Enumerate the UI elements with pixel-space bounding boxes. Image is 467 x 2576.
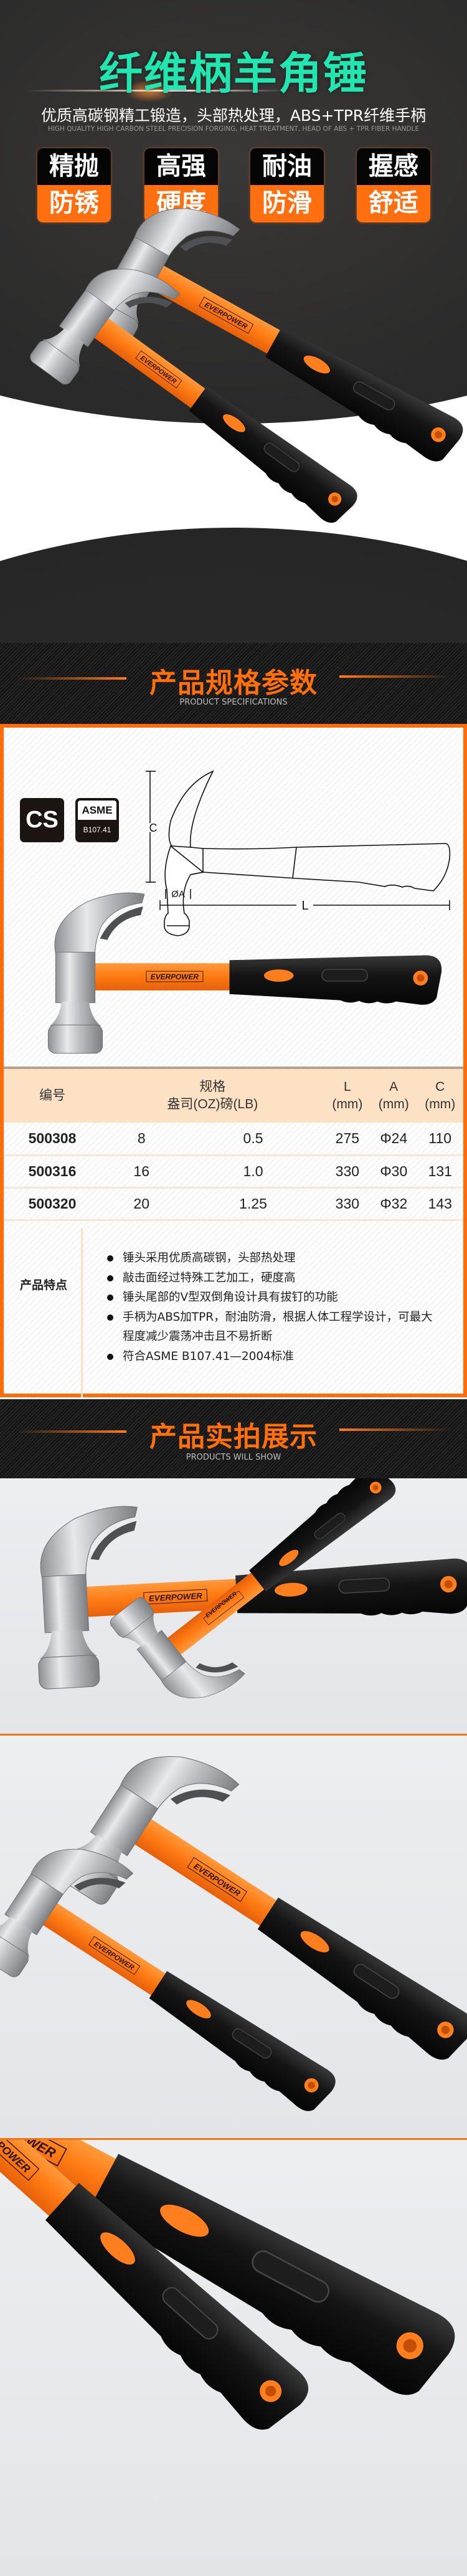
badge-top: 精抛 (37, 148, 111, 185)
feature-item: 敲击面经过特殊工艺加工，硬度高 (107, 1268, 443, 1288)
feature-badge-polish: 精抛 防锈 (37, 148, 111, 222)
col-header-l: L (mm) (324, 1068, 370, 1123)
spec-title: 产品规格参数 (149, 667, 318, 699)
spec-panel: CS ASME B107.41 C ØA L EVERPOWER (0, 724, 467, 1397)
product-photo-grip-closeup: EVERPOWER EVERPOWER (0, 2140, 467, 2576)
dimension-diagram: C ØA L EVERPOWER (47, 770, 451, 1054)
title-light-line (25, 90, 286, 92)
product-photo-parallel: EVERPOWER EVERPOWER (0, 1736, 467, 2138)
badge-top: 握感 (357, 148, 430, 185)
photo-parallel-hammers: EVERPOWER EVERPOWER (0, 1736, 467, 2138)
cell-id: 500316 (4, 1155, 101, 1189)
cell-lb: 1.25 (182, 1187, 324, 1221)
photo-grip-closeup: EVERPOWER EVERPOWER (0, 2140, 467, 2496)
col-header-id: 编号 (39, 1088, 65, 1103)
dimension-label-l: L (301, 899, 308, 913)
col-header-l-label: L (344, 1080, 351, 1094)
cell-id: 500320 (4, 1187, 101, 1221)
feature-item: 手柄为ABS加TPR，耐油防滑，根据人体工程学设计，可最大程度减少震荡冲击且不易… (107, 1308, 443, 1347)
hammer-outline (146, 770, 451, 936)
table-row: 500320 20 1.25 330 Φ32 143 (4, 1187, 463, 1221)
cell-l: 275 (324, 1123, 371, 1156)
badge-bottom: 舒适 (357, 185, 430, 222)
show-subtitle: PRODUCTS WILL SHOW (186, 1453, 281, 1462)
hammer-small-image: EVERPOWER (27, 242, 395, 565)
header-line-left (16, 1430, 126, 1433)
hero-subtitle-english: HIGH QUALITY HIGH CARBON STEEL PRECISION… (47, 125, 420, 133)
cell-l: 330 (324, 1155, 371, 1189)
cell-a: Φ30 (370, 1155, 417, 1189)
features-block: 产品特点 锤头采用优质高碳钢，头部热处理 敲击面经过特殊工艺加工，硬度高 锤头尾… (4, 1226, 463, 1397)
standard-badge-bottom: B107.41 (83, 825, 111, 834)
spec-subtitle: PRODUCT SPECIFICATIONS (179, 698, 288, 707)
show-title: 产品实拍展示 (149, 1421, 318, 1453)
cell-l: 330 (324, 1187, 371, 1221)
cell-c: 143 (417, 1187, 463, 1221)
standard-badge: ASME B107.41 (75, 798, 119, 842)
badge-top: 高强 (144, 148, 218, 185)
badge-top: 耐油 (250, 148, 324, 185)
cell-lb: 0.5 (182, 1123, 324, 1156)
features-divider (81, 1229, 83, 1397)
cell-oz: 8 (101, 1123, 182, 1156)
show-section-header: 产品实拍展示 PRODUCTS WILL SHOW (0, 1399, 467, 1478)
table-row: 500316 16 1.0 330 Φ30 131 (4, 1155, 463, 1189)
hero-banner: 纤维柄羊角锤 优质高碳钢精工锻造，头部热处理，ABS+TPR纤维手柄 HIGH … (0, 0, 467, 643)
col-header-unit: (mm) (378, 1097, 409, 1111)
col-header-spec-units: 盎司(OZ)磅(LB) (167, 1097, 258, 1111)
hammer-product-image: EVERPOWER (47, 892, 442, 1054)
col-header-unit: (mm) (425, 1097, 456, 1111)
badge-bottom: 防滑 (250, 185, 324, 222)
hero-title: 纤维柄羊角锤 (99, 48, 368, 99)
product-photo-crossed: EVERPOWER EVERPOWER (0, 1478, 467, 1734)
col-header-c-label: C (435, 1080, 445, 1094)
col-header-spec-title: 规格 (199, 1080, 226, 1094)
cell-a: Φ32 (370, 1187, 417, 1221)
cell-c: 131 (417, 1155, 463, 1189)
feature-item: 锤头尾部的V型双倒角设计具有拔钉的功能 (107, 1288, 443, 1308)
hammer-image: EVERPOWER (29, 1488, 467, 1690)
header-line-left (16, 677, 126, 680)
dimension-label-c: C (149, 822, 158, 834)
cell-lb: 1.0 (182, 1155, 324, 1189)
brand-label: EVERPOWER (149, 1591, 203, 1603)
photo-crossed-hammers: EVERPOWER EVERPOWER (29, 1478, 467, 1722)
hammer-grip-image: EVERPOWER (0, 2140, 379, 2496)
header-line-right (339, 1428, 451, 1431)
header-line-right (339, 675, 451, 678)
feature-badge-oil: 耐油 防滑 (250, 148, 324, 222)
table-row: 500308 8 0.5 275 Φ24 110 (4, 1123, 463, 1156)
feature-item: 锤头采用优质高碳钢，头部热处理 (107, 1248, 443, 1268)
standard-badge-top: ASME (78, 801, 116, 820)
feature-badge-grip: 握感 舒适 (357, 148, 430, 222)
cell-a: Φ24 (370, 1123, 417, 1156)
badge-bottom: 防锈 (37, 185, 111, 222)
dimension-line-a (165, 889, 191, 899)
dimension-label-a: ØA (171, 889, 185, 900)
brand-label: EVERPOWER (151, 972, 199, 981)
col-header-spec: 规格盎司(OZ)磅(LB) (101, 1068, 324, 1123)
cell-c: 110 (417, 1123, 463, 1156)
cell-oz: 16 (101, 1155, 182, 1189)
spec-table: 编号 规格盎司(OZ)磅(LB) L (mm) A (mm) C (mm) 50030… (4, 1067, 463, 1221)
cell-oz: 20 (101, 1187, 182, 1221)
material-badge: CS (20, 798, 64, 842)
hero-subtitle: 优质高碳钢精工锻造，头部热处理，ABS+TPR纤维手柄 (40, 107, 427, 125)
table-header-row: 编号 规格盎司(OZ)磅(LB) L (mm) A (mm) C (mm) (4, 1068, 463, 1123)
features-list: 锤头采用优质高碳钢，头部热处理 敲击面经过特殊工艺加工，硬度高 锤头尾部的V型双… (107, 1248, 443, 1366)
feature-item: 符合ASME B107.41—2004标准 (107, 1347, 443, 1367)
spec-section-header: 产品规格参数 PRODUCT SPECIFICATIONS (0, 643, 467, 724)
features-label: 产品特点 (19, 1278, 67, 1292)
hero-hammers-photo: EVERPOWER EVERPOWER (27, 181, 467, 565)
photo-divider (0, 2138, 467, 2140)
hero-background-bottom (0, 528, 467, 643)
col-header-unit: (mm) (332, 1097, 363, 1111)
photo-divider (0, 1734, 467, 1736)
col-header-c: C (mm) (417, 1068, 463, 1123)
dimension-line-l (159, 900, 450, 910)
col-header-a-label: A (389, 1080, 399, 1094)
cell-id: 500308 (4, 1123, 101, 1156)
col-header-a: A (mm) (370, 1068, 417, 1123)
